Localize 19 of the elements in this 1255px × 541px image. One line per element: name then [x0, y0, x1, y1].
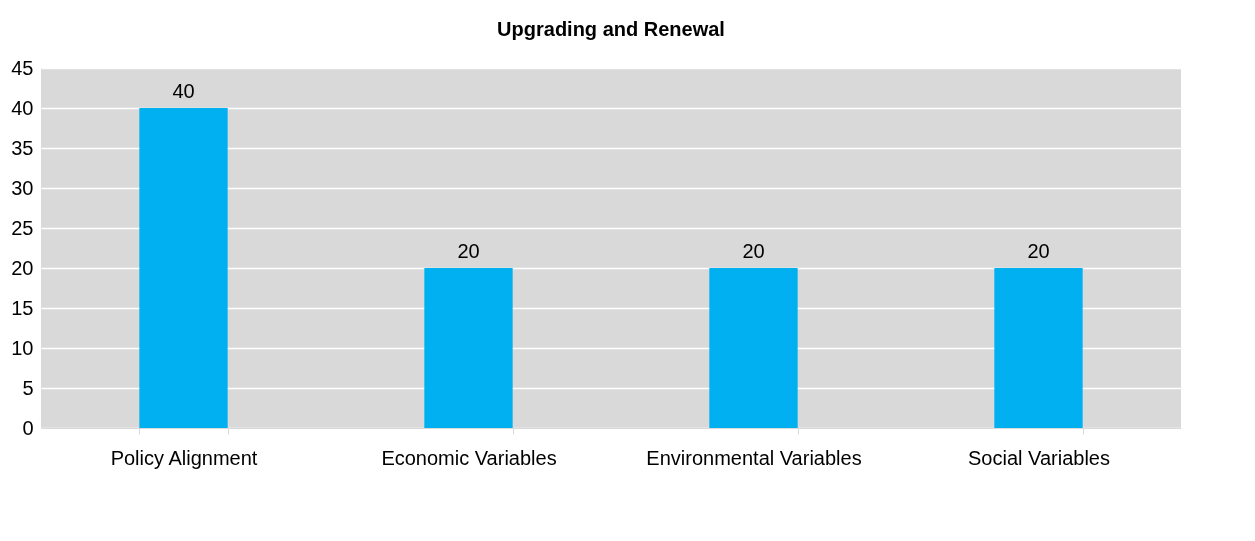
y-tick-label: 35: [11, 136, 34, 159]
data-label: 20: [1027, 240, 1050, 262]
x-tick-label: Economic Variables: [381, 446, 557, 469]
y-tick-label: 10: [11, 336, 34, 359]
y-tick-label: 25: [11, 216, 34, 239]
x-tick-label: Policy Alignment: [110, 446, 258, 469]
y-tick-label: 20: [11, 256, 34, 279]
y-tick-label: 0: [22, 416, 34, 439]
y-tick-label: 40: [11, 96, 34, 119]
y-tick-label: 15: [11, 296, 34, 319]
x-tick-label: Social Variables: [968, 446, 1110, 469]
y-tick-label: 5: [22, 376, 34, 399]
chart-title: Upgrading and Renewal: [497, 18, 725, 40]
data-label: 20: [742, 240, 765, 262]
data-label: 40: [172, 80, 195, 102]
x-tick-label: Environmental Variables: [646, 446, 862, 469]
data-label: 20: [457, 240, 480, 262]
y-tick-label: 30: [11, 176, 34, 199]
y-tick-label: 45: [11, 56, 34, 79]
